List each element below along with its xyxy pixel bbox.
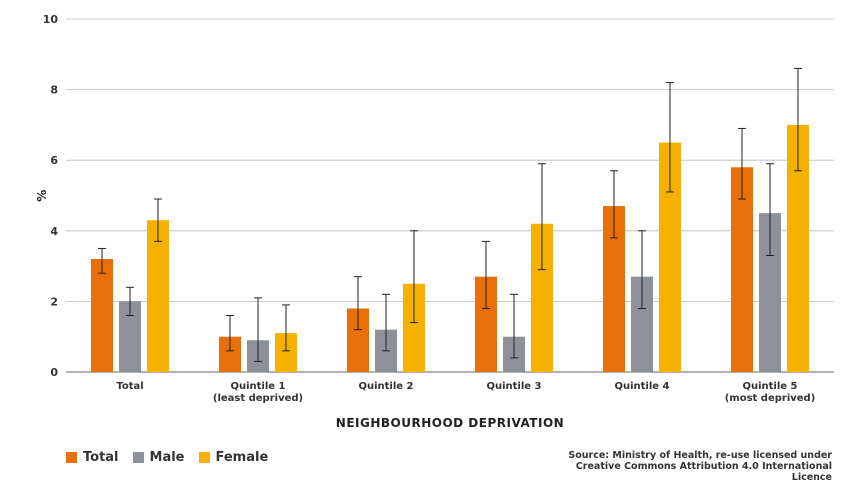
legend-swatch-male [132, 452, 144, 463]
bar-female-3 [531, 223, 553, 372]
x-tick-label-4: Quintile 4 [614, 381, 669, 392]
bar-female-1 [275, 333, 297, 372]
legend-label-female: Female [215, 450, 269, 465]
source-text: Ministry of Health, re-use licensed unde… [575, 450, 832, 483]
bar-female-2 [403, 283, 425, 372]
legend-swatch-female [198, 452, 210, 463]
legend-item-male: Male [132, 450, 185, 465]
bar-male-0 [119, 301, 141, 372]
bar-chart: 0 2 4 6 8 10% Total Quintile 1(least deprived) Q… [35, 13, 834, 430]
x-axis-title: NEIGHBOURHOOD DEPRIVATION [336, 416, 564, 430]
source-note: Source: Ministry of Health, re-use licen… [552, 450, 832, 483]
bar-total-5 [731, 167, 753, 372]
x-tick-label-3: Quintile 3 [486, 381, 541, 392]
bar-male-5 [759, 213, 781, 372]
bar-total-3 [475, 276, 497, 372]
source-label: Source: [568, 450, 610, 461]
x-tick-label-5-line2: (most deprived) [725, 393, 816, 404]
y-tick-label-0: 0 [50, 366, 58, 379]
x-tick-label-2: Quintile 2 [358, 381, 413, 392]
x-tick-label-1-line2: (least deprived) [213, 393, 303, 404]
x-tick-label-5: Quintile 5 [742, 381, 797, 392]
bar-total-1 [219, 336, 241, 372]
y-axis-title: % [35, 189, 49, 202]
legend-swatch-total [66, 452, 77, 463]
bar-total-2 [347, 308, 369, 372]
legend: Total Male Female [66, 450, 268, 465]
y-tick-label-2: 2 [50, 295, 58, 308]
bar-total-4 [603, 206, 625, 372]
x-tick-label-0: Total [116, 381, 143, 392]
bar-total-0 [91, 259, 113, 372]
legend-item-total: Total [66, 450, 119, 465]
bar-female-4 [659, 142, 681, 372]
bar-female-0 [147, 220, 169, 372]
x-tick-label-1: Quintile 1 [230, 381, 285, 392]
legend-label-total: Total [83, 450, 119, 465]
legend-label-male: Male [149, 450, 185, 465]
y-tick-label-10: 10 [43, 13, 59, 26]
legend-item-female: Female [198, 450, 269, 465]
bar-male-4 [631, 276, 653, 372]
y-tick-label-6: 6 [50, 154, 58, 167]
bar-female-5 [787, 124, 809, 373]
y-tick-label-8: 8 [50, 84, 58, 97]
y-tick-label-4: 4 [50, 225, 58, 238]
